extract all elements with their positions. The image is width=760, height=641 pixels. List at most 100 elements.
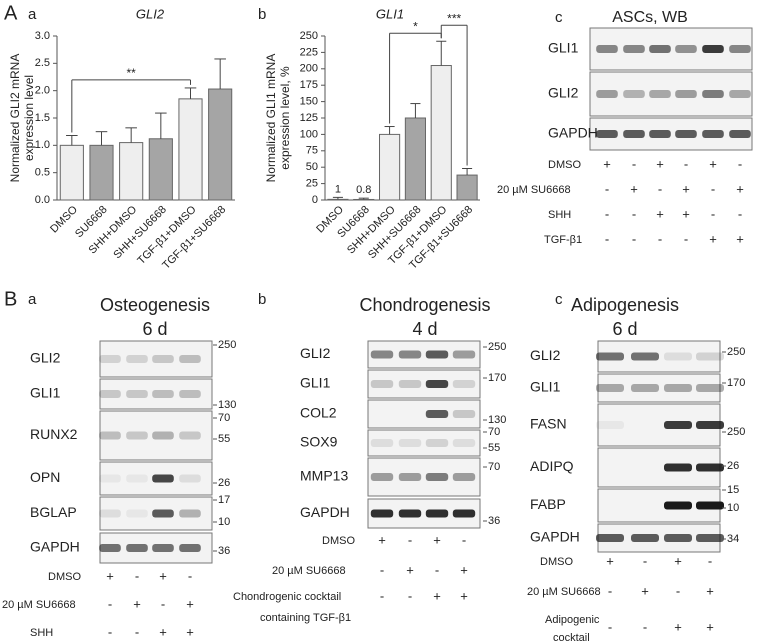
blot-box: [589, 117, 753, 151]
condition-sign: -: [605, 206, 609, 221]
condition-sign: +: [656, 156, 664, 171]
row-label: BGLAP: [30, 504, 77, 520]
band: [596, 130, 618, 138]
row-label: GLI1: [300, 375, 331, 391]
bar: [379, 133, 401, 201]
row-label: GAPDH: [30, 539, 80, 555]
band: [664, 463, 692, 472]
condition-sign: -: [738, 156, 742, 171]
condition-sign: -: [738, 206, 742, 221]
condition-label: DMSO: [48, 571, 81, 583]
condition-sign: -: [161, 596, 165, 611]
y-tick-label: 1.0: [35, 139, 50, 151]
band: [152, 390, 174, 398]
band: [452, 350, 476, 359]
band: [631, 352, 659, 361]
band: [179, 390, 201, 398]
band: [152, 474, 174, 483]
panel-title: 4 d: [412, 319, 437, 339]
panel-title: Adipogenesis: [571, 295, 679, 315]
band: [126, 544, 148, 552]
y-tick-label: 75: [306, 145, 318, 157]
marker-label: 130: [488, 414, 506, 426]
panel-title: Osteogenesis: [100, 295, 210, 315]
band: [425, 509, 449, 518]
condition-sign: +: [630, 181, 638, 196]
band: [425, 439, 449, 447]
band: [696, 421, 724, 429]
bar: [148, 138, 173, 201]
band: [596, 352, 624, 361]
y-tick-label: 250: [300, 30, 318, 42]
y-axis-label: Normalized GLI2 mRNA: [8, 54, 22, 183]
band: [126, 474, 148, 483]
blot-box: [367, 457, 481, 497]
band: [370, 439, 394, 447]
condition-label: DMSO: [322, 535, 355, 547]
marker-label: 70: [488, 461, 500, 473]
condition-sign: -: [658, 181, 662, 196]
band: [425, 350, 449, 359]
band: [664, 384, 692, 392]
y-axis-label: expression level, %: [278, 66, 292, 170]
band: [596, 90, 618, 98]
condition-sign: -: [108, 596, 112, 611]
panel-title: ASCs, WB: [612, 9, 688, 26]
row-label: MMP13: [300, 468, 348, 484]
band: [398, 350, 422, 359]
y-tick-label: 25: [306, 178, 318, 190]
condition-sign: +: [406, 562, 414, 577]
condition-sign: +: [682, 206, 690, 221]
band: [696, 384, 724, 392]
condition-sign: -: [605, 231, 609, 246]
condition-sign: +: [378, 532, 386, 547]
panel-title: 6 d: [612, 319, 637, 339]
condition-sign: +: [706, 583, 714, 598]
condition-sign: +: [460, 562, 468, 577]
marker-label: 17: [218, 494, 230, 506]
panel-label: B: [4, 288, 17, 310]
band: [398, 380, 422, 388]
condition-sign: -: [676, 583, 680, 598]
condition-sign: -: [711, 181, 715, 196]
band: [126, 355, 148, 363]
y-axis-label: expression level: [22, 75, 36, 161]
condition-label: 20 µM SU6668: [272, 565, 346, 577]
y-tick-label: 125: [300, 112, 318, 124]
data-label: 0.8: [356, 184, 371, 196]
condition-sign: -: [608, 619, 612, 634]
band: [452, 473, 476, 481]
panel-label: A: [4, 2, 18, 24]
condition-sign: -: [135, 624, 139, 639]
row-label: GAPDH: [300, 504, 350, 520]
marker-label: 130: [218, 399, 236, 411]
significance-label: *: [413, 19, 418, 33]
band: [370, 350, 394, 359]
condition-sign: -: [108, 624, 112, 639]
condition-sign: -: [188, 568, 192, 583]
condition-sign: +: [186, 624, 194, 639]
blot-box: [367, 399, 481, 429]
condition-sign: -: [462, 532, 466, 547]
blot-box: [367, 429, 481, 457]
band: [152, 431, 174, 440]
condition-label: 20 µM SU6668: [527, 586, 601, 598]
condition-sign: -: [605, 181, 609, 196]
condition-sign: -: [708, 553, 712, 568]
blot-box: [99, 340, 213, 378]
band: [179, 355, 201, 363]
band: [425, 410, 449, 418]
panel-letter: a: [28, 6, 37, 23]
condition-sign: -: [632, 231, 636, 246]
condition-label: cocktail: [553, 632, 590, 641]
condition-label: SHH: [30, 627, 53, 639]
condition-sign: +: [641, 583, 649, 598]
band: [664, 352, 692, 361]
bar: [404, 117, 426, 201]
bar: [59, 144, 84, 201]
y-tick-label: 200: [300, 63, 318, 75]
row-label: GLI1: [548, 40, 579, 56]
condition-label: DMSO: [540, 556, 573, 568]
panel-title: Chondrogenesis: [359, 295, 490, 315]
